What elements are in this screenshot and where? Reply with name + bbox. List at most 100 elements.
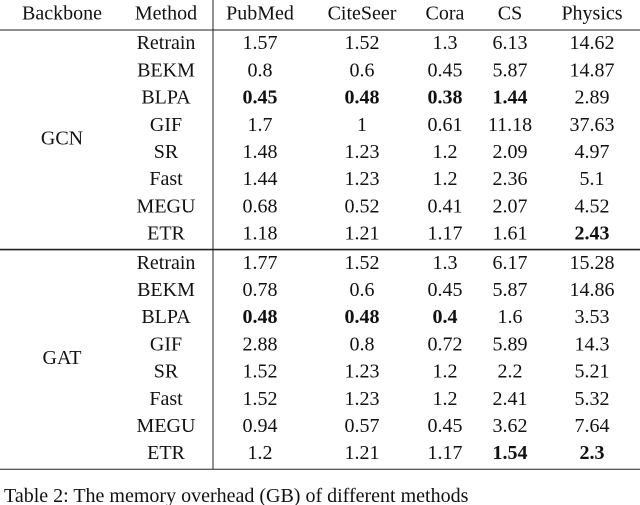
value-cell: 2.3 (580, 442, 605, 464)
backbone-cell: GAT (43, 347, 82, 369)
value-cell: 2.36 (493, 168, 528, 190)
value-cell: 1.52 (345, 252, 380, 274)
value-cell: 0.8 (350, 333, 375, 355)
value-cell: 0.48 (243, 306, 278, 328)
header-cell: Method (135, 3, 197, 25)
value-cell: 1.2 (433, 168, 458, 190)
value-cell: 2.88 (243, 333, 278, 355)
method-cell: GIF (150, 333, 182, 355)
value-cell: 5.1 (580, 168, 605, 190)
method-cell: SR (154, 141, 179, 163)
value-cell: 0.41 (428, 195, 463, 217)
value-cell: 5.87 (493, 279, 528, 301)
value-cell: 0.78 (243, 279, 278, 301)
method-cell: BLPA (141, 306, 191, 328)
value-cell: 0.45 (243, 87, 278, 109)
method-cell: MEGU (137, 415, 196, 437)
value-cell: 1.3 (433, 32, 458, 54)
value-cell: 1.21 (345, 223, 380, 245)
value-cell: 0.6 (350, 59, 375, 81)
value-cell: 1.2 (433, 388, 458, 410)
method-cell: ETR (147, 442, 185, 464)
value-cell: 14.3 (575, 333, 610, 355)
value-cell: 1.7 (248, 114, 273, 136)
backbone-cell: GCN (41, 127, 83, 149)
value-cell: 1.2 (433, 141, 458, 163)
value-cell: 1.52 (243, 361, 278, 383)
method-cell: MEGU (137, 195, 196, 217)
value-cell: 0.52 (345, 195, 380, 217)
value-cell: 5.89 (493, 333, 528, 355)
value-cell: 2.07 (493, 195, 528, 217)
value-cell: 1.54 (493, 442, 528, 464)
value-cell: 1.18 (243, 223, 278, 245)
header-cell: Backbone (22, 3, 102, 25)
value-cell: 4.52 (575, 195, 610, 217)
header-cell: Cora (426, 3, 465, 25)
method-cell: GIF (150, 114, 182, 136)
value-cell: 1.17 (428, 223, 463, 245)
value-cell: 0.4 (433, 306, 458, 328)
method-cell: Fast (149, 388, 183, 410)
value-cell: 2.2 (498, 361, 523, 383)
header-cell: CS (498, 3, 522, 25)
value-cell: 1.61 (493, 223, 528, 245)
value-cell: 2.89 (575, 87, 610, 109)
method-cell: BEKM (137, 279, 195, 301)
value-cell: 0.6 (350, 279, 375, 301)
value-cell: 0.45 (428, 59, 463, 81)
value-cell: 0.94 (243, 415, 278, 437)
value-cell: 11.18 (488, 114, 532, 136)
value-cell: 4.97 (575, 141, 610, 163)
value-cell: 0.48 (345, 306, 380, 328)
value-cell: 5.87 (493, 59, 528, 81)
value-cell: 5.32 (575, 388, 610, 410)
header-cell: PubMed (226, 3, 294, 25)
value-cell: 1.44 (493, 87, 528, 109)
value-cell: 0.45 (428, 415, 463, 437)
value-cell: 1.52 (345, 32, 380, 54)
value-cell: 1.6 (498, 306, 523, 328)
value-cell: 37.63 (570, 114, 615, 136)
value-cell: 3.53 (575, 306, 610, 328)
method-cell: Retrain (137, 32, 196, 54)
value-cell: 6.13 (493, 32, 528, 54)
value-cell: 1 (357, 114, 367, 136)
method-cell: Retrain (137, 252, 196, 274)
value-cell: 7.64 (575, 415, 610, 437)
value-cell: 1.44 (243, 168, 278, 190)
method-cell: Fast (149, 168, 183, 190)
header-cell: CiteSeer (328, 3, 397, 25)
value-cell: 1.3 (433, 252, 458, 274)
header-cell: Physics (561, 3, 622, 25)
value-cell: 2.43 (575, 223, 610, 245)
value-cell: 0.57 (345, 415, 380, 437)
value-cell: 14.62 (570, 32, 615, 54)
method-cell: SR (154, 361, 179, 383)
value-cell: 1.2 (248, 442, 273, 464)
value-cell: 2.41 (493, 388, 528, 410)
method-cell: ETR (147, 223, 185, 245)
value-cell: 0.38 (428, 87, 463, 109)
value-cell: 3.62 (493, 415, 528, 437)
value-cell: 1.23 (345, 361, 380, 383)
value-cell: 1.77 (243, 252, 278, 274)
value-cell: 1.23 (345, 388, 380, 410)
method-cell: BLPA (141, 87, 191, 109)
value-cell: 15.28 (570, 252, 615, 274)
method-cell: BEKM (137, 59, 195, 81)
value-cell: 1.2 (433, 361, 458, 383)
caption: Table 2: The memory overhead (GB) of dif… (4, 485, 469, 505)
value-cell: 1.23 (345, 168, 380, 190)
value-cell: 0.45 (428, 279, 463, 301)
value-cell: 0.72 (428, 333, 463, 355)
value-cell: 14.87 (570, 59, 615, 81)
value-cell: 0.68 (243, 195, 278, 217)
value-cell: 6.17 (493, 252, 528, 274)
value-cell: 1.17 (428, 442, 463, 464)
value-cell: 1.23 (345, 141, 380, 163)
value-cell: 2.09 (493, 141, 528, 163)
value-cell: 1.21 (345, 442, 380, 464)
